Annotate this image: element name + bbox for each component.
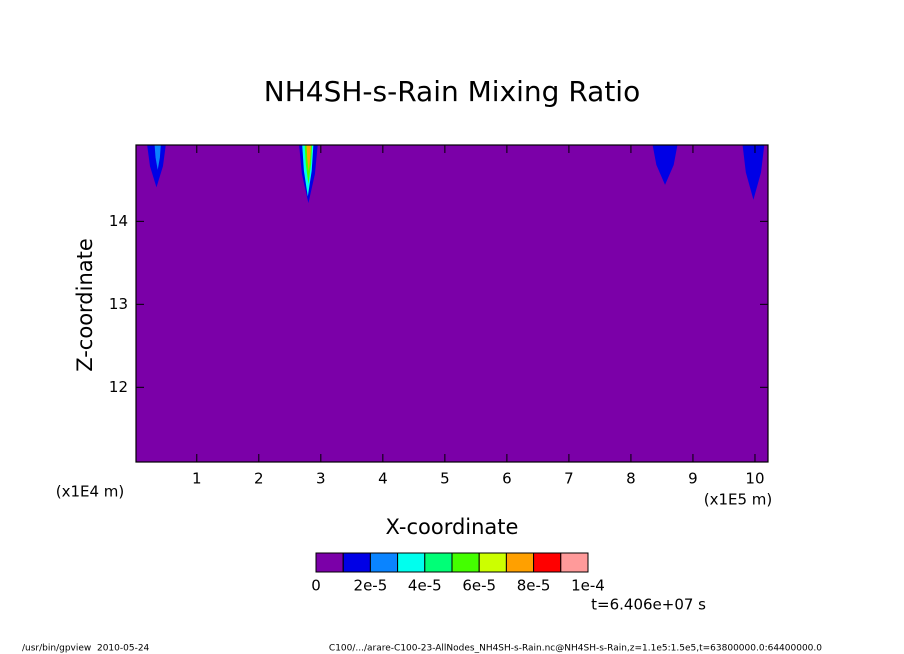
x-axis-unit: (x1E5 m): [704, 491, 773, 509]
colorbar-label: 0: [311, 577, 321, 595]
x-tick-label: 2: [254, 470, 264, 488]
contour-background: [136, 145, 768, 462]
y-axis-label: Z-coordinate: [73, 238, 97, 372]
chart-title: NH4SH-s-Rain Mixing Ratio: [264, 75, 640, 108]
colorbar-label: 6e-5: [462, 577, 496, 595]
time-label: t=6.406e+07 s: [591, 596, 706, 614]
x-tick-label: 3: [316, 470, 326, 488]
contour-feature: [147, 145, 166, 188]
colorbar-swatch: [424, 552, 453, 573]
colorbar-swatch: [478, 552, 507, 573]
x-tick-label: 5: [440, 470, 450, 488]
colorbar-label: 4e-5: [408, 577, 442, 595]
x-tick-label: 1: [192, 470, 202, 488]
contour-feature: [742, 145, 765, 200]
footer-right: C100/.../arare-C100-23-AllNodes_NH4SH-s-…: [329, 644, 822, 654]
y-tick-label: 14: [109, 212, 128, 230]
y-axis-unit: (x1E4 m): [56, 483, 125, 501]
x-tick-label: 6: [502, 470, 512, 488]
contour-feature: [154, 145, 161, 170]
colorbar-swatch: [533, 552, 562, 573]
colorbar-label: 2e-5: [354, 577, 388, 595]
colorbar-label: 1e-4: [571, 577, 605, 595]
x-tick-label: 7: [564, 470, 574, 488]
x-tick-label: 10: [745, 470, 764, 488]
colorbar-swatch: [451, 552, 480, 573]
colorbar-swatch: [505, 552, 535, 573]
y-tick-label: 13: [109, 295, 128, 313]
x-tick-label: 8: [626, 470, 636, 488]
x-axis-label: X-coordinate: [386, 515, 519, 539]
colorbar-swatch: [315, 552, 344, 573]
colorbar-swatch: [560, 552, 589, 573]
plot-frame: [135, 144, 769, 463]
contour-feature: [306, 145, 311, 172]
x-tick-label: 9: [688, 470, 698, 488]
y-tick-label: 12: [109, 378, 128, 396]
colorbar-label: 8e-5: [517, 577, 551, 595]
x-tick-label: 4: [378, 470, 388, 488]
contour-feature: [652, 145, 678, 185]
colorbar-swatch: [369, 552, 399, 573]
footer-left: /usr/bin/gpview 2010-05-24: [22, 644, 150, 654]
colorbar-swatch: [342, 552, 371, 573]
colorbar-swatch: [397, 552, 426, 573]
